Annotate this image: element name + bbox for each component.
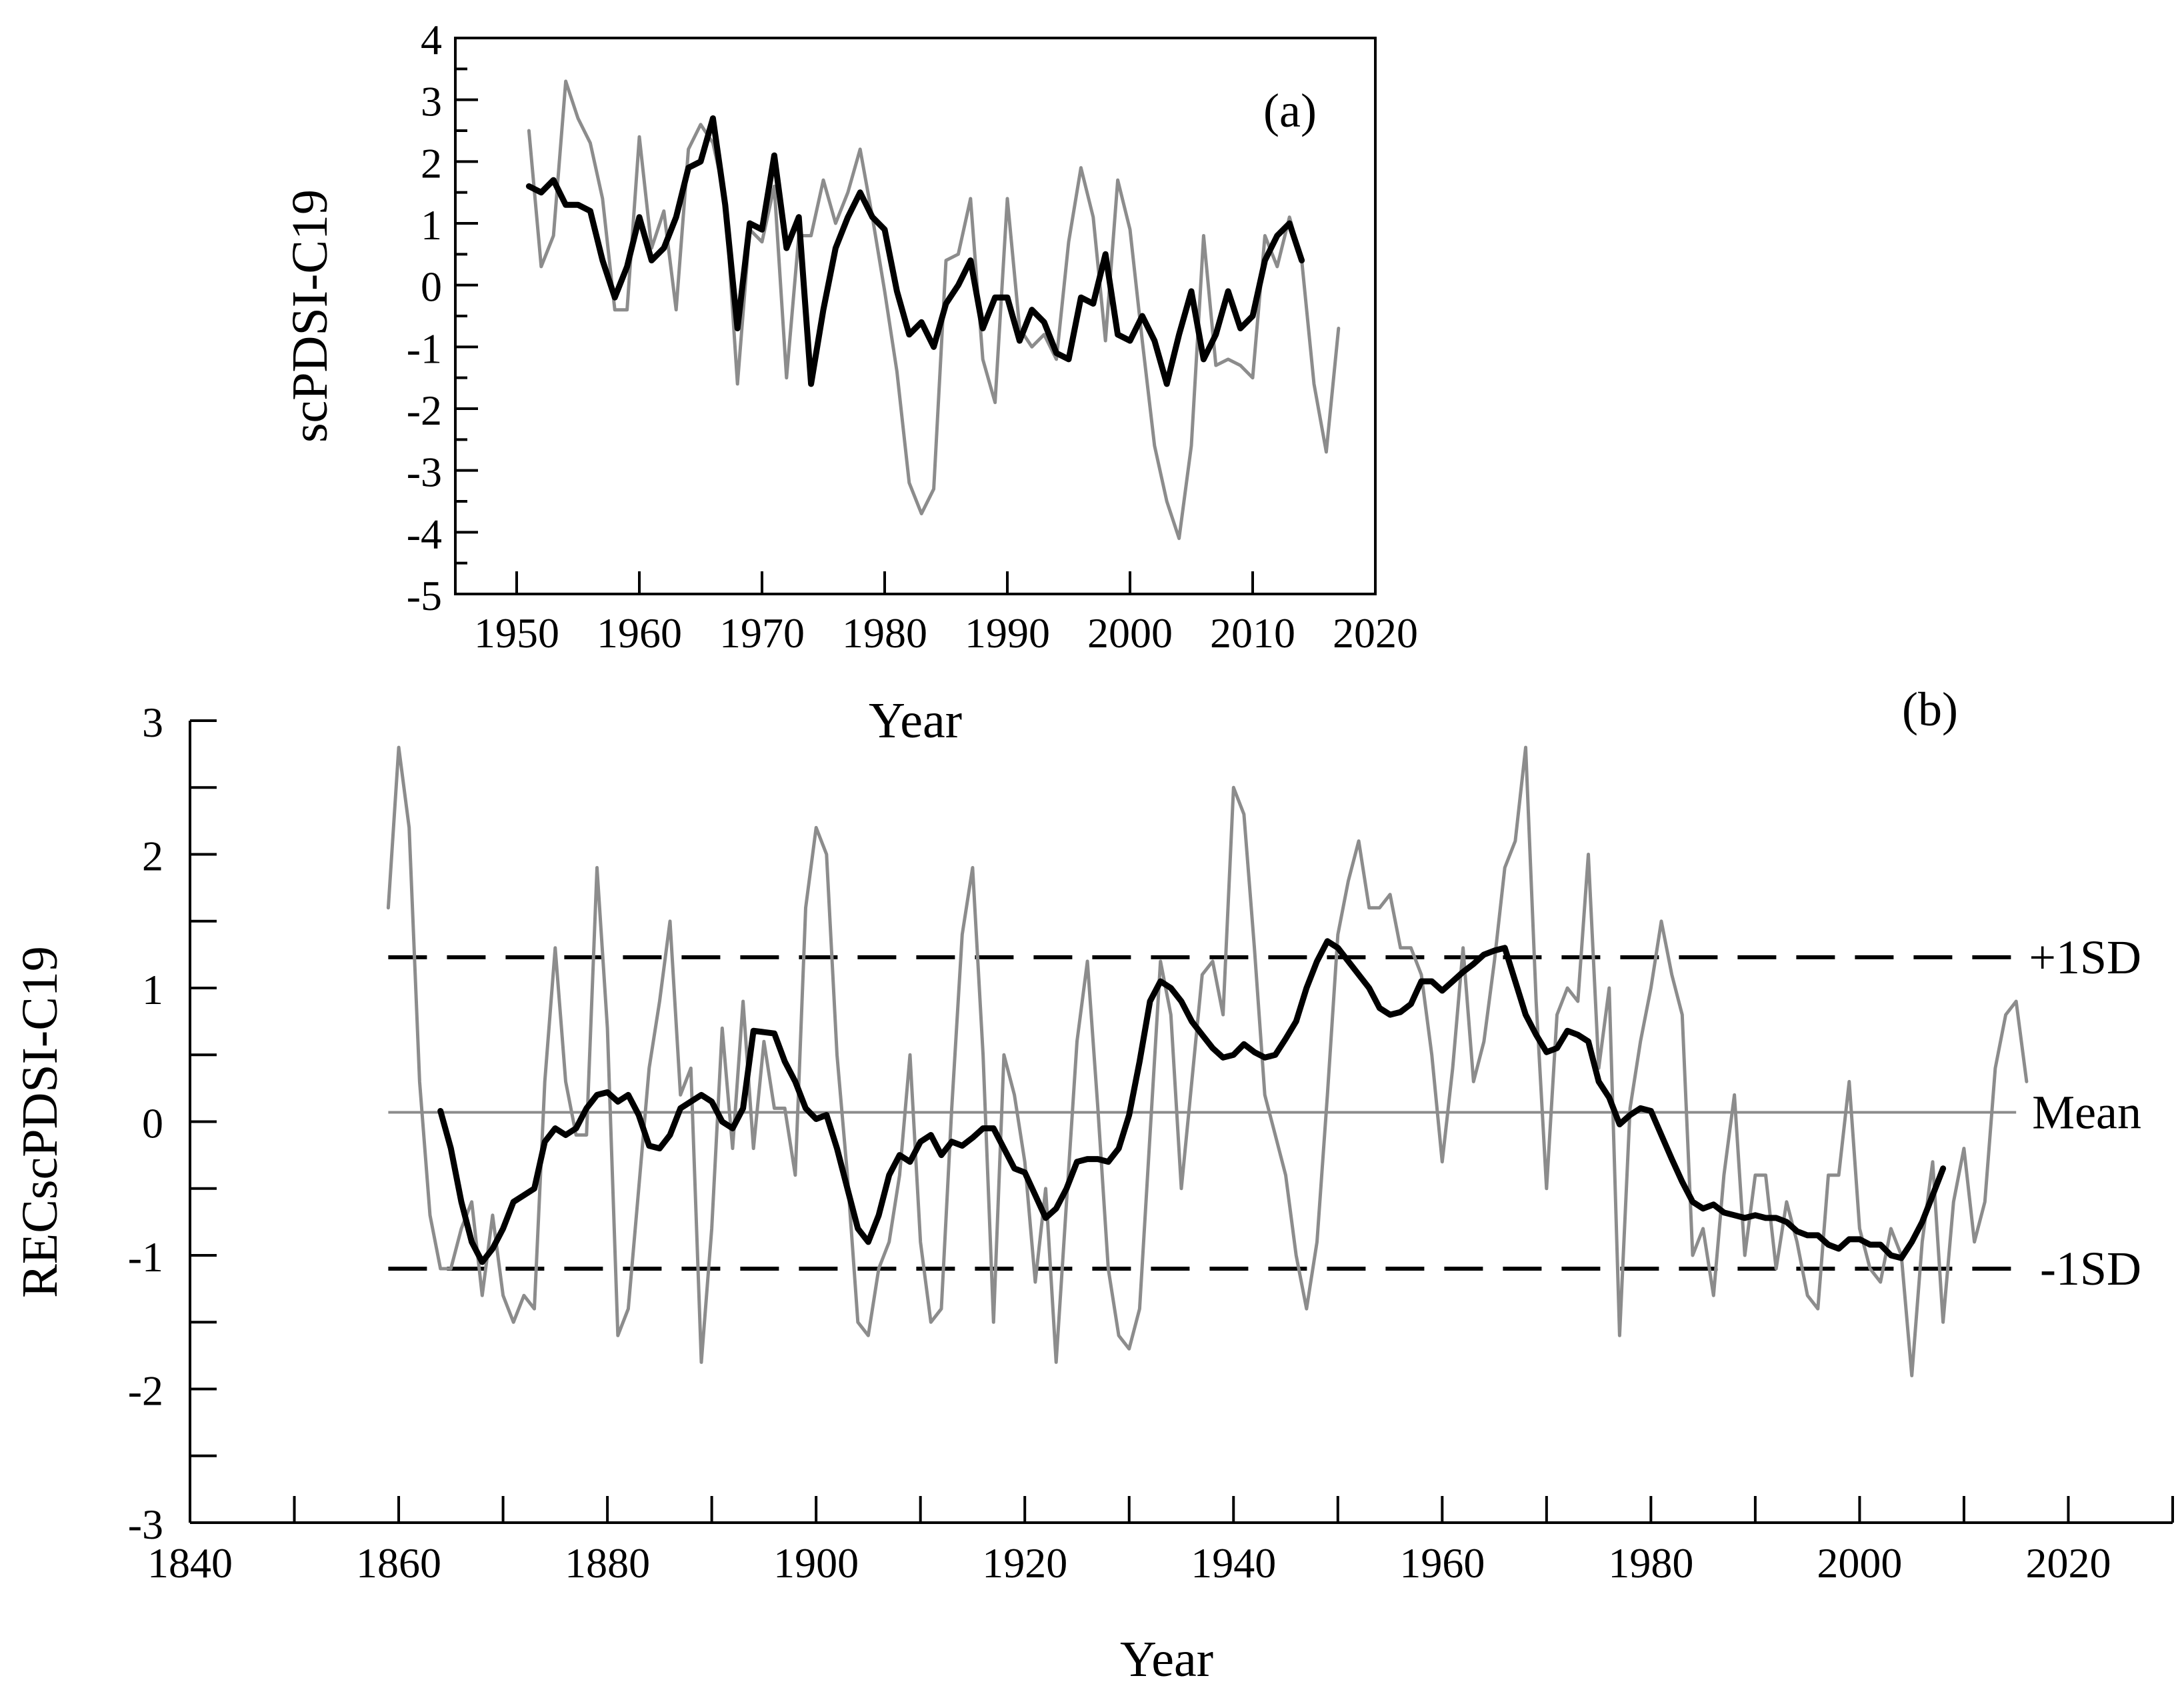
panel-a-y-tick-label: 0 xyxy=(421,263,442,311)
panel-a-x-tick-label: 1990 xyxy=(965,609,1050,657)
panel-b-x-axis-label: Year xyxy=(1120,1631,1213,1687)
panel-a-y-tick-label: -3 xyxy=(407,449,442,496)
panel-a-y-tick-label: -2 xyxy=(407,387,442,434)
panel-b-y-tick-label: -2 xyxy=(128,1367,163,1415)
panel-b-x-tick-label: 2020 xyxy=(2025,1539,2111,1587)
panel-a-x-tick-label: 1960 xyxy=(597,609,682,657)
panel-a-x-axis: 1950 1960 1970 1980 1990 2000 2010 2020 xyxy=(474,571,1418,657)
panel-b-x-tick-label: 1900 xyxy=(773,1539,859,1587)
panel-a-x-tick-label: 1950 xyxy=(474,609,559,657)
panel-a: -5 -4 -3 -2 -1 0 1 2 3 4 1950 1960 1970 1980 1990 2000… xyxy=(282,16,1418,749)
panel-a-x-tick-label: 1980 xyxy=(842,609,927,657)
panel-a-y-tick-label: 1 xyxy=(421,201,442,249)
panel-b-x-axis: 1840 1860 1880 1900 1920 1940 1960 1980 2000 2020 xyxy=(147,1496,2174,1587)
reference-line-label: +1SD xyxy=(2029,931,2141,984)
panel-b-x-tick-label: 1840 xyxy=(147,1539,233,1587)
panel-b-y-tick-label: -1 xyxy=(128,1233,163,1281)
panel-a-x-tick-label: 2010 xyxy=(1210,609,1295,657)
panel-b-y-tick-label: 3 xyxy=(142,699,163,746)
panel-a-x-tick-label: 2000 xyxy=(1087,609,1173,657)
panel-a-x-tick-label: 1970 xyxy=(719,609,805,657)
reference-line-label: -1SD xyxy=(2040,1242,2141,1295)
panel-b-x-tick-label: 1940 xyxy=(1191,1539,1276,1587)
panel-b-label: (b) xyxy=(1902,683,1958,736)
panel-a-y-axis: -5 -4 -3 -2 -1 0 1 2 3 4 xyxy=(407,16,478,619)
panel-a-y-axis-label: scPDSI-C19 xyxy=(282,189,338,443)
panel-b-y-axis: -3 -2 -1 0 1 2 3 xyxy=(128,699,217,1548)
panel-b-reference-lines: +1SD Mean -1SD xyxy=(388,931,2141,1295)
reference-line-label: Mean xyxy=(2032,1085,2141,1139)
panel-b-x-tick-label: 1920 xyxy=(982,1539,1067,1587)
panel-b-x-tick-label: 1880 xyxy=(565,1539,650,1587)
panel-a-label: (a) xyxy=(1263,84,1317,137)
panel-b-y-tick-label: 2 xyxy=(142,833,163,880)
panel-b-smoothed-line xyxy=(437,938,1947,1265)
panel-a-x-tick-label: 2020 xyxy=(1333,609,1418,657)
panel-a-x-axis-label: Year xyxy=(869,693,962,749)
panel-a-y-tick-label: 4 xyxy=(421,16,442,63)
panel-b-y-tick-label: 0 xyxy=(142,1100,163,1147)
panel-b-x-tick-label: 1860 xyxy=(356,1539,441,1587)
panel-a-y-tick-label: 2 xyxy=(421,139,442,187)
panel-a-smoothed-line xyxy=(525,115,1305,387)
panel-b-series xyxy=(386,745,2029,1377)
panel-a-y-tick-label: -1 xyxy=(407,325,442,372)
panel-a-annual-line xyxy=(527,79,1341,541)
panel-b-x-tick-label: 1980 xyxy=(1608,1539,1693,1587)
panel-a-y-tick-label: -4 xyxy=(407,510,442,557)
panel-a-series xyxy=(525,79,1341,541)
panel-b-y-axis-label: RECscPDSI-C19 xyxy=(12,946,68,1298)
panel-a-y-tick-label: 3 xyxy=(421,78,442,125)
panel-b-y-tick-label: 1 xyxy=(142,966,163,1013)
panel-b: +1SD Mean -1SD -3 -2 -1 0 1 2 3 1840 1860 1880 1900… xyxy=(12,683,2174,1687)
panel-b-annual-line xyxy=(386,745,2029,1377)
panel-a-y-tick-label: -5 xyxy=(407,572,442,619)
panel-b-y-tick-label: -3 xyxy=(128,1501,163,1548)
panel-b-x-tick-label: 2000 xyxy=(1817,1539,1902,1587)
panel-b-x-tick-label: 1960 xyxy=(1399,1539,1485,1587)
